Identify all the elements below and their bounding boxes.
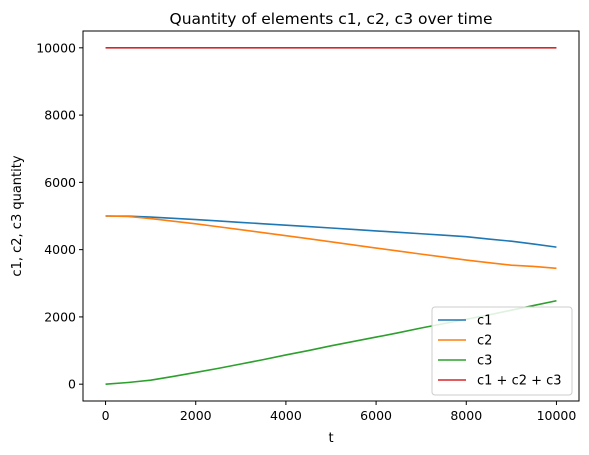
y-tick-label: 8000: [44, 108, 76, 123]
legend-label: c3: [477, 354, 492, 369]
y-tick-label: 6000: [44, 175, 76, 190]
legend: c1 c2 c3 c1 + c2 + c3: [432, 307, 572, 395]
x-tick-label: 4000: [270, 408, 302, 423]
x-tick-label: 2000: [180, 408, 212, 423]
series-line-c2: [106, 216, 557, 268]
y-tick-label: 10000: [36, 40, 76, 55]
y-axis-ticks: 0 2000 4000 6000 8000 10000: [36, 40, 83, 391]
x-axis-ticks: 0 2000 4000 6000 8000 10000: [102, 401, 577, 423]
x-tick-label: 6000: [360, 408, 392, 423]
legend-label: c1 + c2 + c3: [477, 374, 562, 389]
chart-title: Quantity of elements c1, c2, c3 over tim…: [170, 10, 493, 28]
y-tick-label: 4000: [44, 242, 76, 257]
y-tick-label: 2000: [44, 309, 76, 324]
y-tick-label: 0: [68, 377, 76, 392]
x-tick-label: 8000: [450, 408, 482, 423]
y-axis-label: c1, c2, c3 quantity: [10, 155, 25, 276]
legend-label: c2: [477, 334, 492, 349]
x-tick-label: 10000: [537, 408, 577, 423]
x-axis-label: t: [328, 431, 333, 446]
legend-label: c1: [477, 314, 492, 329]
x-tick-label: 0: [102, 408, 110, 423]
